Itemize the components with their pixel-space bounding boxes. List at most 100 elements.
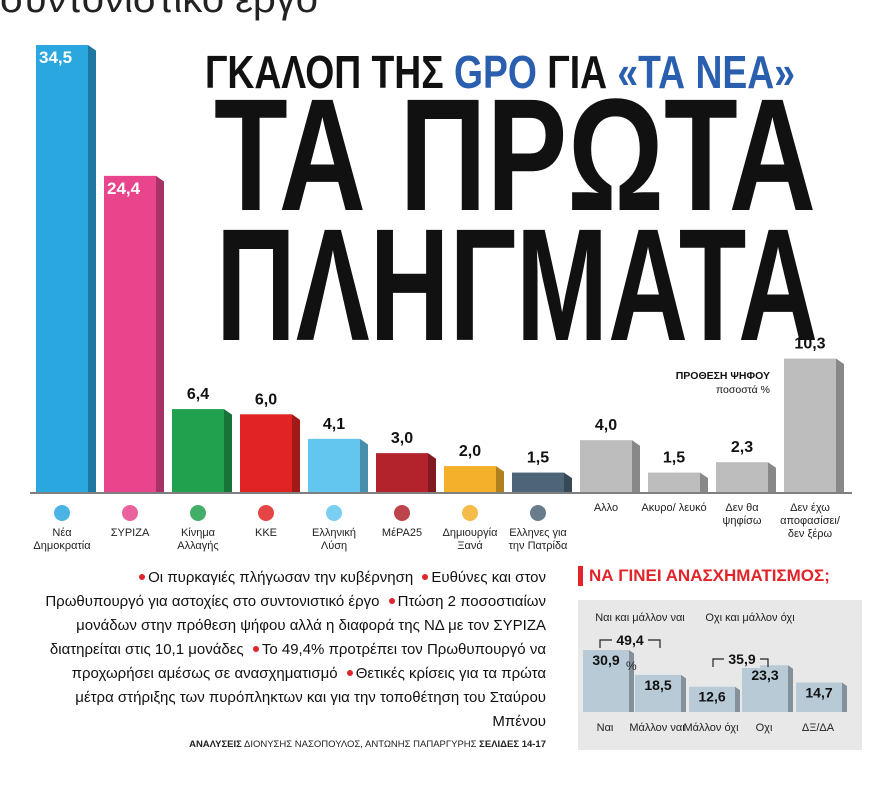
bar xyxy=(742,665,788,712)
value-label: 10,3 xyxy=(794,336,825,353)
party-logo xyxy=(122,505,138,521)
bar xyxy=(376,453,428,492)
value-label: 4,0 xyxy=(595,417,617,434)
bar xyxy=(689,686,735,712)
unit-label: % xyxy=(626,659,637,673)
category-label: ΜέΡΑ25 xyxy=(381,527,423,539)
value-label: 34,5 xyxy=(39,48,72,67)
kicker-part: «ΤΑ ΝΕΑ» xyxy=(617,46,795,98)
bar xyxy=(716,462,768,492)
article: Οι πυρκαγιές πλήγωσαν την κυβέρνηση Ευθύ… xyxy=(40,566,546,734)
value-label: 30,9 xyxy=(592,652,619,668)
group-value: 49,4 xyxy=(616,632,643,648)
value-label: 2,0 xyxy=(459,443,481,460)
headline: ΠΛΗΓΜΑΤΑ xyxy=(216,195,818,374)
bar-side xyxy=(156,175,164,492)
credit: ΑΝΑΛΥΣΕΙΣ xyxy=(189,739,242,750)
bar xyxy=(784,358,836,492)
bar xyxy=(172,409,224,492)
bar-side xyxy=(700,472,708,492)
bar xyxy=(648,472,700,492)
bar xyxy=(240,414,292,492)
category-label: Μάλλον ναι xyxy=(629,722,685,734)
bar-side xyxy=(842,682,847,712)
kicker-part: GPO xyxy=(454,46,537,98)
bar xyxy=(444,466,496,492)
category-label: Ναι xyxy=(596,722,614,734)
kicker-part: ΓΚΑΛΟΠ ΤΗΣ xyxy=(205,46,444,98)
party-logo xyxy=(326,505,342,521)
credit: ΔΙΟΝΥΣΗΣ ΝΑΣΟΠΟΥΛΟΣ, ΑΝΤΩΝΗΣ ΠΑΠΑΡΓΥΡΗΣ xyxy=(243,739,477,750)
category-label: Δημιουργία Ξανά xyxy=(442,527,498,552)
bullet: Οι πυρκαγιές πλήγωσαν την κυβέρνηση xyxy=(134,569,413,586)
value-label: 2,3 xyxy=(731,439,753,456)
bar-side xyxy=(224,409,232,492)
party-logo xyxy=(462,505,478,521)
bar-side xyxy=(292,414,300,492)
category-label: Αλλο xyxy=(593,502,619,514)
category-label: Μάλλον όχι xyxy=(683,722,739,734)
chart-subtitle: ΠΡΟΘΕΣΗ ΨΗΦΟΥ xyxy=(676,370,770,382)
value-label: 23,3 xyxy=(751,667,778,683)
group-label: Ναι και μάλλον ναι xyxy=(595,612,685,624)
value-label: 1,5 xyxy=(527,450,549,467)
bar-side xyxy=(88,45,96,492)
box-title: ΝΑ ΓΙΝΕΙ ΑΝΑΣΧΗΜΑΤΙΣΜΟΣ; xyxy=(578,566,862,586)
bar xyxy=(583,650,629,712)
unit-label: ποσοστά % xyxy=(716,384,770,396)
value-label: 1,5 xyxy=(663,450,685,467)
bar-side xyxy=(681,674,686,712)
party-logo xyxy=(394,505,410,521)
value-label: 6,0 xyxy=(255,391,277,408)
credit: ΣΕΛΙΔΕΣ 14-17 xyxy=(479,739,546,750)
value-label: 14,7 xyxy=(805,685,832,701)
bar-side xyxy=(788,665,793,712)
group-box xyxy=(612,631,648,649)
bar-side xyxy=(496,466,504,492)
group-label: Οχι και μάλλον όχι xyxy=(705,612,795,624)
category-label: Δεν έχω αποφασίσει/ δεν ξέρω xyxy=(780,502,840,540)
credits: ΑΝΑΛΥΣΕΙΣ ΔΙΟΝΥΣΗΣ ΝΑΣΟΠΟΥΛΟΣ, ΑΝΤΩΝΗΣ Π… xyxy=(120,739,546,750)
party-logo xyxy=(258,505,274,521)
category-label: Ελληνες για την Πατρίδα xyxy=(508,527,568,552)
value-label: 12,6 xyxy=(698,689,725,705)
category-label: Ελληνική Λύση xyxy=(311,527,357,552)
value-label: 18,5 xyxy=(644,677,671,693)
bar xyxy=(796,682,842,712)
bar-side xyxy=(735,686,740,712)
bullet: Πτώση 2 ποσοστιαίων μονάδων στην πρόθεση… xyxy=(49,593,546,658)
party-logo xyxy=(190,505,206,521)
overflow-text: συντονιστικό έργο xyxy=(0,0,318,21)
bullet: Θετικές κρίσεις για τα πρώτα μέτρα στήρι… xyxy=(75,665,546,730)
bar xyxy=(580,440,632,492)
party-logo xyxy=(54,505,70,521)
bullet: Το 49,4% προτρέπει τον Πρωθυπουργό να πρ… xyxy=(71,641,546,682)
bar xyxy=(104,175,156,492)
bar-side xyxy=(836,358,844,492)
bar-side xyxy=(629,650,634,712)
category-label: Δεν θα ψηφίσω xyxy=(722,502,762,527)
bar-side xyxy=(564,472,572,492)
category-label: ΔΞ/ΔΑ xyxy=(801,722,835,734)
bullet: Ευθύνες και στον Πρωθυπουργό για αστοχίε… xyxy=(45,569,546,610)
bar xyxy=(635,674,681,712)
category-label: ΣΥΡΙΖΑ xyxy=(110,527,150,539)
category-label: Κίνημα Αλλαγής xyxy=(177,527,219,552)
kicker-part: ΓΙΑ xyxy=(547,46,607,98)
group-value: 35,9 xyxy=(728,651,755,667)
value-label: 4,1 xyxy=(323,416,345,433)
headline: ΤΑ ΠΡΩΤΑ xyxy=(214,65,816,244)
value-label: 6,4 xyxy=(187,386,209,403)
bar xyxy=(36,45,88,492)
bar-side xyxy=(768,462,776,492)
category-label: ΚΚΕ xyxy=(254,527,277,539)
value-label: 24,4 xyxy=(107,179,141,198)
kicker: ΓΚΑΛΟΠ ΤΗΣ GPO ΓΙΑ «ΤΑ ΝΕΑ» xyxy=(205,46,795,98)
bar xyxy=(308,438,360,492)
bar xyxy=(512,472,564,492)
bar-side xyxy=(360,438,368,492)
bar-side xyxy=(632,440,640,492)
value-label: 3,0 xyxy=(391,430,413,447)
